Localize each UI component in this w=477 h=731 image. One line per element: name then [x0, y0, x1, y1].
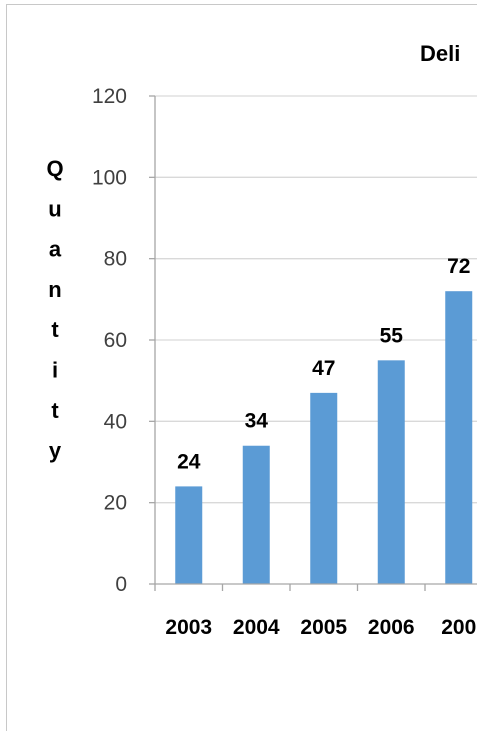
y-tick-label: 80 — [104, 248, 127, 271]
y-tick-label: 0 — [115, 573, 127, 596]
bar-2004 — [242, 445, 270, 584]
data-labels: 24 34 47 55 72 — [177, 255, 470, 473]
chart-title: Deli — [420, 41, 460, 66]
bar-2006 — [377, 360, 405, 584]
y-tick-label: 40 — [104, 410, 127, 433]
y-tick-label: 20 — [104, 492, 127, 515]
x-tick-label: 2004 — [233, 616, 280, 639]
x-tick-label: 2005 — [300, 616, 347, 639]
data-label: 47 — [312, 357, 335, 380]
x-tick-label: 2003 — [165, 616, 212, 639]
x-tick-label: 200 — [441, 616, 476, 639]
y-tick-label: 60 — [104, 329, 127, 352]
y-tick-label: 100 — [92, 166, 127, 189]
data-label: 72 — [447, 255, 470, 278]
x-tick-labels: 2003 2004 2005 2006 200 — [165, 616, 476, 639]
data-label: 34 — [245, 410, 269, 433]
data-label: 24 — [177, 450, 201, 473]
bars — [175, 291, 473, 584]
axes — [149, 95, 477, 591]
bar-200 — [445, 291, 473, 584]
x-tick-label: 2006 — [368, 616, 415, 639]
bar-2005 — [310, 392, 338, 584]
y-tick-labels: 0 20 40 60 80 100 120 — [92, 85, 127, 596]
bar-2003 — [175, 486, 203, 584]
data-label: 55 — [380, 324, 404, 347]
y-tick-label: 120 — [92, 85, 127, 108]
